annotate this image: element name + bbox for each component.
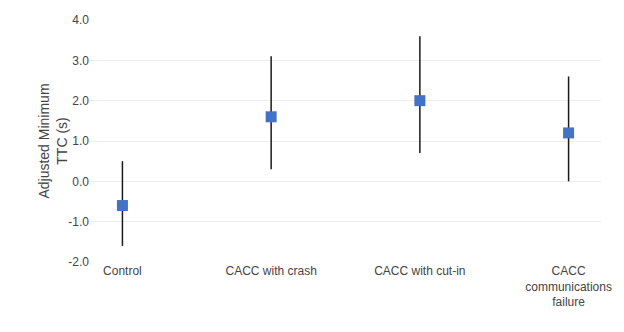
svg-text:4.0: 4.0 <box>72 13 89 27</box>
svg-text:-2.0: -2.0 <box>68 255 89 269</box>
svg-text:0.0: 0.0 <box>72 175 89 189</box>
svg-text:2.0: 2.0 <box>72 94 89 108</box>
svg-text:CACCcommunicationsfailure: CACCcommunicationsfailure <box>525 264 612 309</box>
svg-text:-1.0: -1.0 <box>68 215 89 229</box>
svg-text:Adjusted MinimumTTC (s): Adjusted MinimumTTC (s) <box>36 83 70 198</box>
svg-text:Control: Control <box>103 264 142 278</box>
svg-text:1.0: 1.0 <box>72 134 89 148</box>
svg-text:CACC with crash: CACC with crash <box>225 264 316 278</box>
svg-text:CACC with cut-in: CACC with cut-in <box>374 264 465 278</box>
svg-text:3.0: 3.0 <box>72 54 89 68</box>
